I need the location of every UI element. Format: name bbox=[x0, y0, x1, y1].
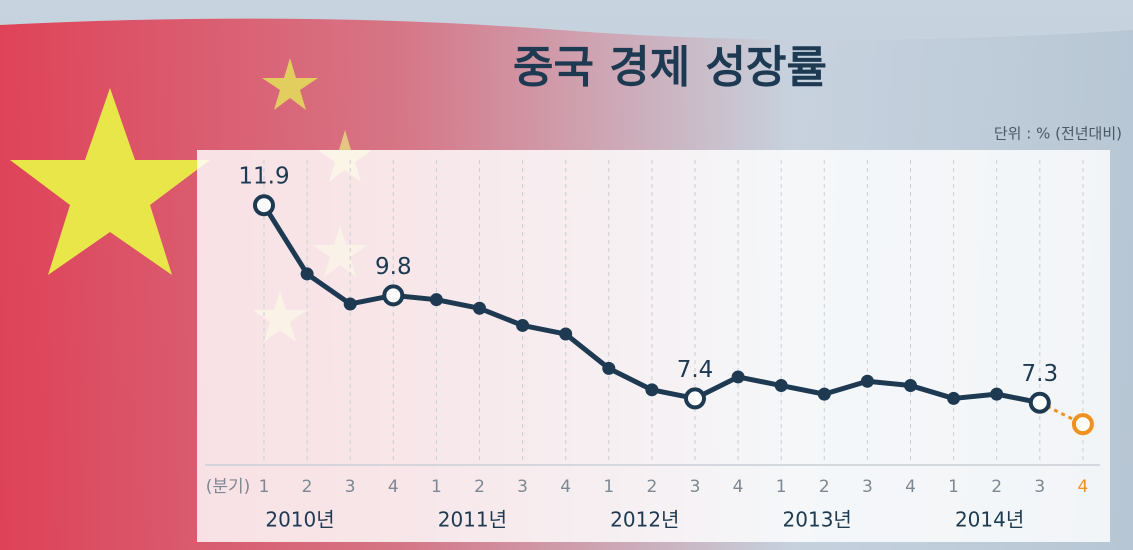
year-label: 2010년 bbox=[265, 508, 334, 532]
point bbox=[731, 370, 745, 384]
point bbox=[947, 391, 961, 405]
point bbox=[645, 383, 659, 397]
x-tick-label: 1 bbox=[603, 477, 614, 497]
x-tick-label: 3 bbox=[690, 477, 701, 497]
point bbox=[253, 194, 275, 217]
value-label: 9.8 bbox=[375, 254, 412, 280]
star bbox=[262, 58, 318, 110]
x-unit-label: (분기) bbox=[206, 477, 251, 497]
x-tick-label: 3 bbox=[517, 477, 528, 497]
x-tick-label: 2 bbox=[474, 477, 485, 497]
point bbox=[300, 267, 314, 281]
x-tick-label: 3 bbox=[345, 477, 356, 497]
x-tick-label: 4 bbox=[388, 477, 399, 497]
point bbox=[817, 387, 831, 401]
year-label: 2014년 bbox=[955, 508, 1024, 532]
point bbox=[1028, 391, 1051, 414]
point bbox=[990, 387, 1004, 401]
point bbox=[904, 379, 917, 393]
point bbox=[559, 327, 573, 341]
year-label: 2013년 bbox=[783, 508, 852, 532]
x-tick-label: 2 bbox=[991, 477, 1002, 497]
unit-label: 단위 : % (전년대비) bbox=[994, 125, 1122, 143]
year-label: 2012년 bbox=[610, 508, 679, 532]
x-tick-label: 2 bbox=[302, 477, 313, 497]
point bbox=[516, 318, 530, 332]
point bbox=[774, 379, 788, 393]
point bbox=[382, 284, 405, 307]
point bbox=[343, 297, 357, 311]
chart-title: 중국 경제 성장률 bbox=[513, 42, 827, 93]
value-label: 11.9 bbox=[238, 164, 289, 190]
x-tick-label: 2 bbox=[819, 477, 830, 497]
x-tick-label: 4 bbox=[733, 477, 744, 497]
x-tick-label: 1 bbox=[431, 477, 442, 497]
x-tick-label: 4 bbox=[905, 477, 916, 497]
year-label: 2011년 bbox=[438, 508, 507, 532]
point bbox=[429, 293, 443, 307]
value-label: 7.3 bbox=[1022, 361, 1059, 387]
x-tick-label: 1 bbox=[259, 477, 270, 497]
forecast-point bbox=[1071, 413, 1094, 436]
point bbox=[684, 387, 706, 410]
point bbox=[602, 361, 616, 375]
x-tick-label: 4 bbox=[560, 477, 571, 497]
x-tick-label: 4 bbox=[1077, 477, 1088, 497]
x-tick-label: 2 bbox=[646, 477, 657, 497]
star bbox=[10, 88, 210, 275]
x-tick-label: 3 bbox=[1034, 477, 1045, 497]
point bbox=[473, 301, 486, 315]
plot-panel bbox=[197, 150, 1110, 542]
x-tick-label: 1 bbox=[948, 477, 959, 497]
x-tick-label: 3 bbox=[862, 477, 873, 497]
value-label: 7.4 bbox=[677, 357, 714, 383]
point bbox=[860, 374, 874, 388]
x-tick-label: 1 bbox=[776, 477, 787, 497]
